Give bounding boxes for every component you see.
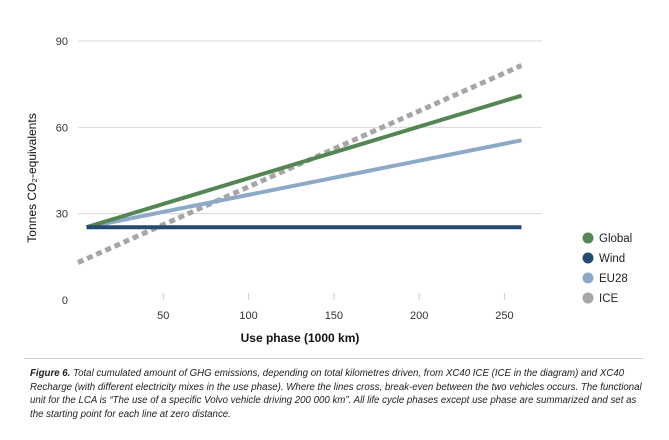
y-tick-labels: 0 30 60 90	[56, 36, 68, 307]
y-axis-label: Tonnes CO₂-equivalents	[25, 113, 39, 242]
figure-caption: Figure 6. Total cumulated amount of GHG …	[30, 367, 642, 421]
ghg-emissions-chart: 0 30 60 90 50 100 150 200 250 Tonnes CO₂-equiva…	[25, 36, 632, 345]
grid-lines	[78, 40, 542, 300]
x-tick-250: 250	[495, 310, 513, 322]
legend-label-ice: ICE	[599, 293, 619, 305]
x-tick-150: 150	[325, 310, 343, 322]
y-tick-0: 0	[62, 295, 68, 307]
legend-swatch-wind	[582, 252, 594, 264]
x-tick-100: 100	[239, 310, 257, 322]
x-tick-labels: 50 100 150 200 250	[157, 310, 513, 322]
legend: Global Wind EU28 ICE	[582, 232, 632, 305]
x-tick-50: 50	[157, 310, 169, 322]
y-tick-90: 90	[56, 36, 68, 48]
legend-label-wind: Wind	[599, 253, 625, 265]
caption-divider	[24, 358, 644, 359]
x-axis-label: Use phase (1000 km)	[241, 331, 360, 345]
x-tick-200: 200	[410, 310, 428, 322]
series-line-global	[85, 93, 523, 230]
legend-swatch-ice	[582, 292, 594, 304]
legend-label-eu28: EU28	[599, 273, 628, 285]
series-line-eu28	[86, 138, 522, 230]
legend-swatch-eu28	[582, 272, 594, 284]
legend-label-global: Global	[599, 233, 632, 245]
series-lines	[76, 63, 523, 265]
caption-label: Figure 6.	[30, 368, 71, 379]
caption-text: Total cumulated amount of GHG emissions,…	[30, 368, 642, 420]
legend-swatch-global	[582, 232, 594, 244]
y-tick-30: 30	[56, 209, 68, 221]
y-tick-60: 60	[56, 122, 68, 134]
